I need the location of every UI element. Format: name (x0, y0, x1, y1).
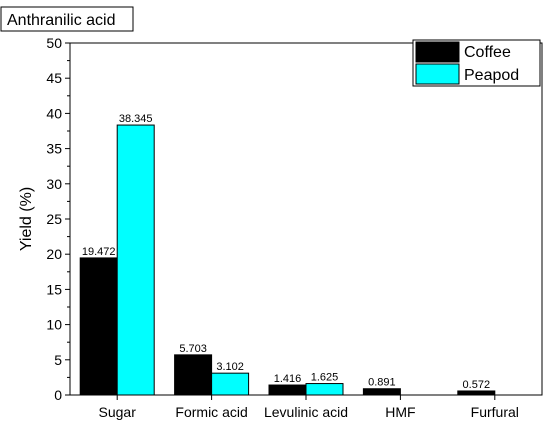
bars: 19.472 38.345 5.703 3.102 1.416 1.625 0.891 0.5… (79, 113, 496, 396)
bar-peapod (305, 383, 344, 396)
legend-label-coffee: Coffee (464, 44, 511, 61)
data-label-coffee: 0.891 (368, 377, 396, 389)
legend-swatch-coffee (415, 41, 460, 63)
y-tick-label: 35 (46, 141, 62, 157)
chart-title-box: Anthranilic acid (0, 6, 134, 32)
y-tick-label: 25 (46, 211, 62, 227)
y-tick-label: 0 (54, 387, 62, 403)
bar-coffee (174, 354, 213, 396)
data-label-peapod: 38.345 (119, 113, 153, 125)
bar-coffee (79, 257, 118, 396)
bar-coffee (268, 384, 307, 396)
x-tick-label: Furfural (471, 404, 519, 420)
y-axis: 0 5 10 15 20 25 30 35 40 45 50 (46, 35, 70, 403)
data-label-coffee: 19.472 (82, 246, 116, 258)
bar-peapod (116, 124, 155, 396)
x-tick-label: Sugar (99, 404, 137, 420)
x-tick-label: Levulinic acid (264, 404, 348, 420)
y-tick-label: 15 (46, 281, 62, 297)
data-label-coffee: 0.572 (463, 379, 491, 391)
data-label-peapod: 3.102 (216, 361, 244, 373)
x-tick-label: HMF (385, 404, 415, 420)
bar-coffee (362, 388, 401, 396)
x-tick-label: Formic acid (175, 404, 247, 420)
data-label-coffee: 1.416 (274, 373, 302, 385)
data-label-coffee: 5.703 (179, 343, 207, 355)
x-axis: Sugar Formic acid Levulinic acid HMF Furfura… (99, 395, 519, 420)
bar-peapod (211, 372, 250, 396)
y-tick-label: 45 (46, 70, 62, 86)
legend: Coffee Peapod (412, 39, 541, 87)
y-tick-label: 5 (54, 352, 62, 368)
y-tick-label: 40 (46, 105, 62, 121)
chart-title: Anthranilic acid (7, 12, 116, 29)
y-tick-label: 30 (46, 176, 62, 192)
y-tick-label: 10 (46, 317, 62, 333)
y-tick-label: 50 (46, 35, 62, 51)
y-tick-label: 20 (46, 246, 62, 262)
data-label-peapod: 1.625 (311, 372, 339, 384)
legend-label-peapod: Peapod (464, 67, 519, 84)
y-axis-title: Yield (%) (18, 187, 35, 251)
bar-coffee (457, 390, 496, 396)
legend-swatch-peapod (415, 63, 460, 85)
